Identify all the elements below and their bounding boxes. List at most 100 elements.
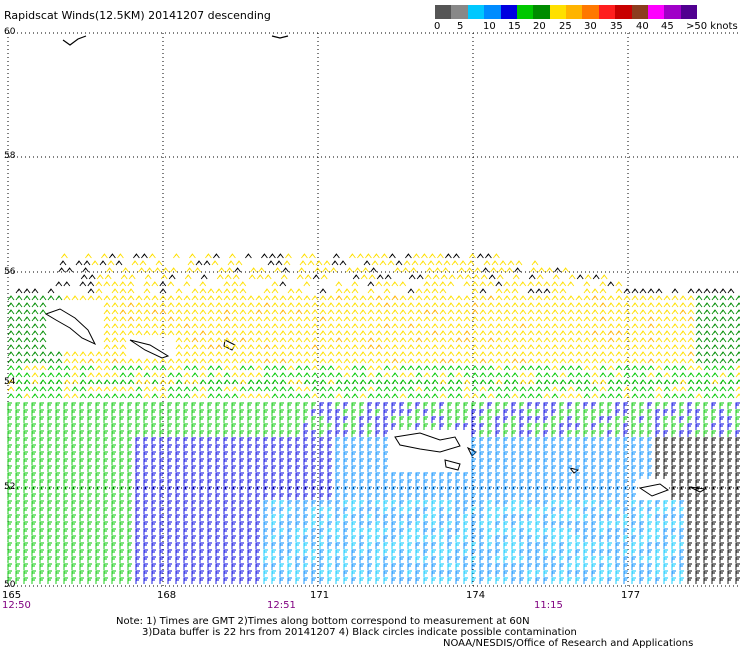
wind-barb (215, 316, 223, 322)
wind-barb (535, 372, 543, 378)
wind-barb (63, 542, 68, 549)
wind-barb (47, 295, 55, 301)
wind-barb (407, 416, 412, 423)
wind-barb (119, 542, 124, 549)
wind-barb (511, 437, 516, 444)
wind-barb (183, 514, 188, 521)
wind-barb (55, 514, 60, 521)
wind-barb (207, 323, 215, 329)
wind-barb (495, 402, 500, 409)
wind-barb (327, 514, 332, 521)
wind-barb (367, 330, 375, 336)
wind-barb (23, 500, 28, 507)
wind-barb (117, 253, 124, 259)
wind-barb (247, 330, 255, 336)
wind-barb (383, 365, 391, 371)
wind-barb (727, 386, 735, 392)
wind-barb (479, 402, 484, 409)
wind-barb (455, 402, 460, 409)
wind-barb (727, 379, 735, 385)
wind-barb (631, 493, 636, 500)
wind-barb (351, 386, 359, 392)
wind-barb (79, 535, 84, 542)
wind-barb (151, 409, 156, 416)
wind-barb (399, 379, 407, 385)
wind-barb (295, 556, 300, 563)
wind-barb (271, 330, 279, 336)
wind-barb (447, 393, 455, 399)
wind-barb (175, 323, 183, 329)
wind-barb (167, 402, 172, 409)
wind-barb (623, 393, 631, 399)
wind-barb (399, 570, 404, 577)
wind-barb (655, 365, 663, 371)
wind-barb (55, 507, 60, 514)
wind-barb (103, 379, 111, 385)
wind-barb (23, 444, 28, 451)
wind-barb (263, 351, 271, 357)
wind-barb (373, 253, 380, 259)
wind-barb (55, 556, 60, 563)
wind-barb (671, 479, 676, 486)
wind-barb (119, 556, 124, 563)
wind-barb (599, 386, 607, 392)
wind-barb (439, 570, 444, 577)
wind-barb (431, 500, 436, 507)
wind-barb (247, 486, 252, 493)
wind-barb (335, 358, 343, 364)
wind-barb (191, 479, 196, 486)
wind-barb (15, 507, 20, 514)
wind-barb (215, 458, 220, 465)
wind-barb (207, 493, 212, 500)
wind-barb (335, 351, 343, 357)
wind-barb (719, 330, 727, 336)
wind-barb (503, 514, 508, 521)
wind-barb (479, 302, 487, 308)
wind-barb (551, 549, 556, 556)
wind-barb (687, 486, 692, 493)
wind-barb (143, 393, 151, 399)
wind-barb (671, 570, 676, 577)
wind-barb (431, 337, 439, 343)
wind-barb (23, 330, 31, 336)
wind-barb (183, 316, 191, 322)
wind-barb (591, 330, 599, 336)
wind-barb (711, 309, 719, 315)
wind-barb (343, 549, 348, 556)
wind-barb (695, 365, 703, 371)
wind-barb (191, 556, 196, 563)
wind-barb (55, 500, 60, 507)
wind-barb (63, 535, 68, 542)
wind-barb (199, 542, 204, 549)
wind-barb (599, 323, 607, 329)
wind-barb (583, 479, 588, 486)
wind-barb (151, 444, 156, 451)
wind-barb (623, 465, 628, 472)
wind-barb (103, 316, 111, 322)
wind-barb (351, 309, 359, 315)
wind-barb (655, 330, 663, 336)
wind-barb (383, 570, 388, 577)
wind-barb (343, 472, 348, 479)
wind-barb (631, 521, 636, 528)
wind-barb (343, 393, 351, 399)
wind-barb (215, 549, 220, 556)
wind-barb (255, 416, 260, 423)
wind-barb (695, 358, 703, 364)
wind-barb (519, 486, 524, 493)
wind-barb (79, 451, 84, 458)
wind-barb (511, 302, 519, 308)
wind-barb (271, 556, 276, 563)
wind-barb (127, 500, 132, 507)
wind-barb (95, 437, 100, 444)
wind-barb (639, 409, 644, 416)
wind-barb (7, 358, 15, 364)
wind-barb (727, 444, 732, 451)
wind-barb (575, 570, 580, 577)
wind-barb (631, 570, 636, 577)
wind-barb (687, 409, 692, 416)
wind-barb (295, 486, 300, 493)
wind-barb (455, 479, 460, 486)
wind-barb (231, 458, 236, 465)
wind-barb (439, 402, 444, 409)
